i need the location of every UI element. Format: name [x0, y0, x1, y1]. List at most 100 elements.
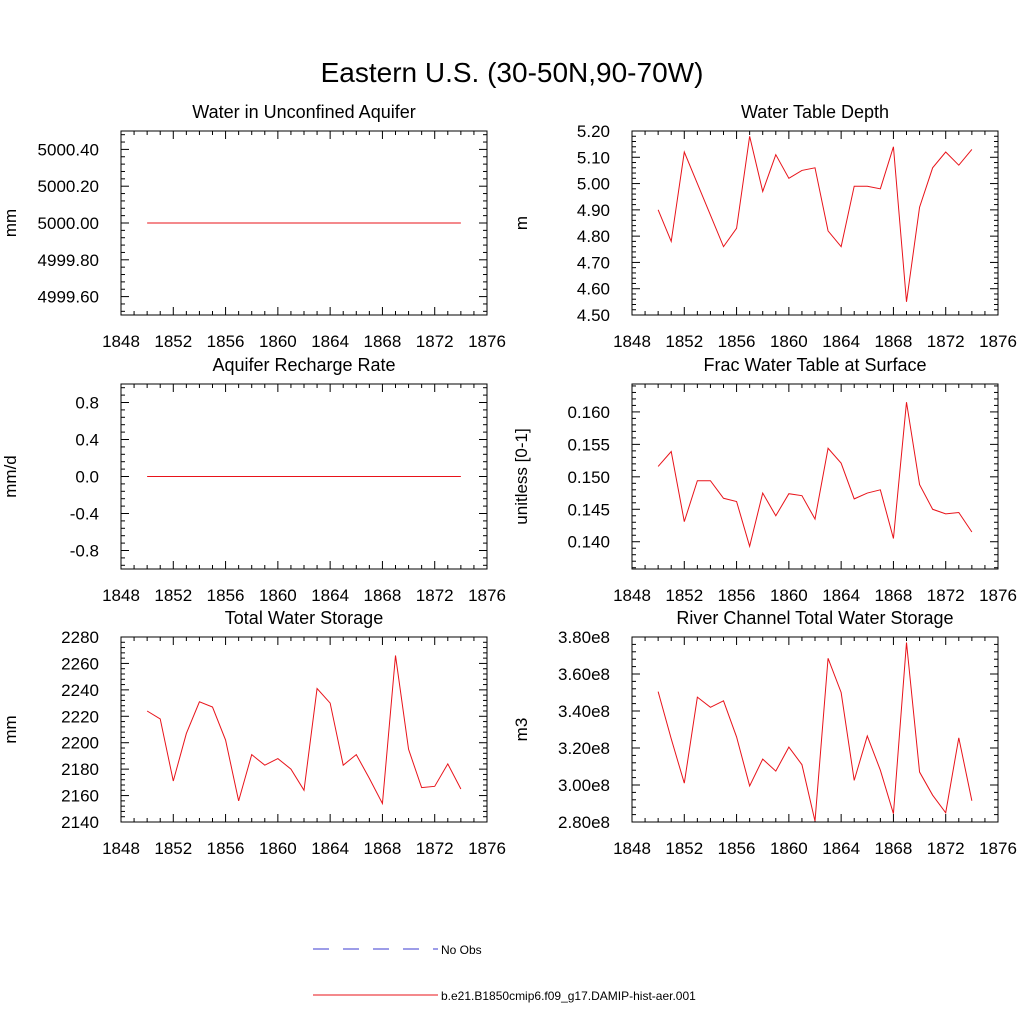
y-tick-label: -0.4 [70, 505, 99, 524]
x-tick-label: 1848 [102, 586, 140, 605]
x-tick-label: 1852 [154, 839, 192, 858]
y-tick-label: 0.0 [75, 468, 99, 487]
y-tick-label: 5.00 [577, 175, 610, 194]
x-tick-label: 1860 [770, 839, 808, 858]
x-tick-label: 1864 [822, 839, 860, 858]
x-tick-label: 1864 [822, 586, 860, 605]
panels: Water in Unconfined Aquifer 1848 1852 1856 1… [1, 102, 1017, 858]
x-tick-label: 1860 [259, 332, 297, 351]
y-tick-label: 3.00e8 [558, 776, 610, 795]
y-tick-label: 0.4 [75, 431, 99, 450]
plot-frame [120, 636, 488, 823]
x-tick-label: 1856 [718, 839, 756, 858]
y-tick-label: 2160 [61, 787, 99, 806]
chart-panel-5: Total Water Storage 1848 1852 1856 1860 1864 1… [1, 608, 506, 858]
x-tick-label: 1876 [468, 586, 506, 605]
x-tick-label: 1848 [613, 586, 651, 605]
panel-title: Water in Unconfined Aquifer [192, 102, 415, 122]
y-tick-label: 0.140 [567, 533, 610, 552]
x-tick-label: 1852 [665, 839, 703, 858]
y-tick-label: 5000.20 [38, 177, 99, 196]
y-axis-label: unitless [0-1] [512, 428, 531, 524]
x-tick-label: 1868 [364, 586, 402, 605]
x-tick-label: 1852 [154, 586, 192, 605]
x-tick-label: 1864 [311, 332, 349, 351]
x-tick-label: 1852 [665, 586, 703, 605]
y-tick-label: 4999.60 [38, 288, 99, 307]
y-tick-label: 3.80e8 [558, 628, 610, 647]
x-tick-label: 1860 [770, 332, 808, 351]
y-tick-label: 2220 [61, 707, 99, 726]
y-tick-label: 0.155 [567, 435, 610, 454]
y-tick-label: 2180 [61, 760, 99, 779]
series-line-1 [657, 642, 973, 822]
x-tick-label: 1856 [207, 332, 245, 351]
x-tick-label: 1872 [927, 839, 965, 858]
y-tick-label: 3.40e8 [558, 702, 610, 721]
y-tick-label: 4.90 [577, 201, 610, 220]
legend-label-no-obs: No Obs [441, 943, 482, 957]
x-tick-label: 1872 [416, 586, 454, 605]
x-tick-label: 1876 [979, 839, 1017, 858]
plot-frame [631, 636, 999, 823]
x-tick-label: 1856 [718, 332, 756, 351]
y-tick-label: 3.60e8 [558, 665, 610, 684]
y-tick-label: 4999.80 [38, 251, 99, 270]
y-tick-label: 5.10 [577, 148, 610, 167]
x-tick-label: 1848 [102, 332, 140, 351]
y-tick-label: 0.145 [567, 500, 610, 519]
x-tick-label: 1848 [613, 839, 651, 858]
x-tick-label: 1864 [822, 332, 860, 351]
y-axis-label: m3 [512, 718, 531, 742]
x-tick-label: 1852 [665, 332, 703, 351]
x-tick-label: 1872 [927, 332, 965, 351]
panel-title: River Channel Total Water Storage [676, 608, 953, 628]
chart-panel-4: Frac Water Table at Surface 1848 1852 1856 1… [512, 355, 1017, 605]
series-line-1 [146, 655, 462, 806]
y-tick-label: 0.150 [567, 468, 610, 487]
y-tick-label: -0.8 [70, 542, 99, 561]
chart-panel-3: Aquifer Recharge Rate 1848 1852 1856 1860 186… [1, 355, 506, 605]
x-tick-label: 1876 [468, 332, 506, 351]
x-tick-label: 1864 [311, 586, 349, 605]
y-tick-label: 2140 [61, 813, 99, 832]
x-tick-label: 1872 [927, 586, 965, 605]
y-tick-label: 4.50 [577, 306, 610, 325]
x-tick-label: 1872 [416, 332, 454, 351]
y-tick-label: 2260 [61, 654, 99, 673]
x-tick-label: 1856 [718, 586, 756, 605]
plot-frame [631, 383, 999, 570]
x-tick-label: 1876 [468, 839, 506, 858]
y-tick-label: 0.8 [75, 394, 99, 413]
chart-panel-6: River Channel Total Water Storage 1848 185… [512, 608, 1017, 858]
chart-panel-2: Water Table Depth 1848 1852 1856 1860 1864 186… [512, 102, 1017, 351]
y-tick-label: 5.20 [577, 122, 610, 141]
y-tick-label: 2280 [61, 628, 99, 647]
x-tick-label: 1860 [259, 839, 297, 858]
y-tick-label: 2240 [61, 681, 99, 700]
y-axis-label: mm [1, 209, 20, 237]
x-tick-label: 1860 [770, 586, 808, 605]
y-axis-label: mm [1, 715, 20, 743]
y-axis-label: mm/d [1, 455, 20, 498]
y-tick-label: 3.20e8 [558, 739, 610, 758]
panel-title: Water Table Depth [741, 102, 889, 122]
x-tick-label: 1856 [207, 586, 245, 605]
x-tick-label: 1876 [979, 586, 1017, 605]
x-tick-label: 1864 [311, 839, 349, 858]
y-tick-label: 2.80e8 [558, 813, 610, 832]
x-tick-label: 1868 [364, 332, 402, 351]
panel-title: Frac Water Table at Surface [703, 355, 926, 375]
y-tick-label: 5000.00 [38, 214, 99, 233]
x-tick-label: 1860 [259, 586, 297, 605]
x-tick-label: 1868 [875, 586, 913, 605]
y-axis-label: m [512, 216, 531, 230]
y-tick-label: 4.60 [577, 280, 610, 299]
y-tick-label: 4.80 [577, 227, 610, 246]
panel-title: Total Water Storage [225, 608, 383, 628]
x-tick-label: 1848 [613, 332, 651, 351]
x-tick-label: 1856 [207, 839, 245, 858]
x-tick-label: 1868 [875, 332, 913, 351]
series-line-1 [657, 136, 973, 302]
